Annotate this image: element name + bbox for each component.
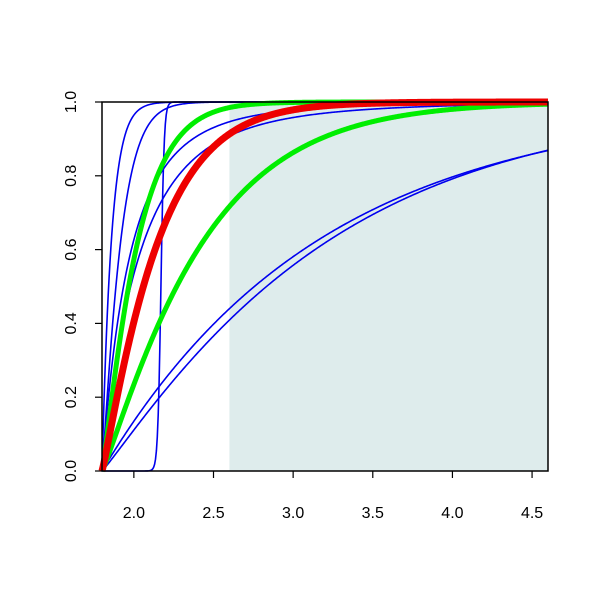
series-line-6	[101, 149, 549, 472]
plot-frame	[101, 101, 549, 472]
x-tick-label: 2.5	[202, 505, 224, 522]
y-tick-label: 0.2	[63, 386, 80, 408]
x-tick-label: 4.0	[441, 505, 463, 522]
y-tick-label: 0.8	[63, 165, 80, 187]
x-tick-label: 4.5	[521, 505, 543, 522]
x-tick-label: 2.0	[123, 505, 145, 522]
x-tick-label: 3.5	[362, 505, 384, 522]
y-tick-label: 0.0	[63, 460, 80, 482]
series-line-5	[101, 149, 549, 472]
y-tick-label: 0.6	[63, 238, 80, 260]
shaded-region	[229, 102, 548, 471]
y-tick-label: 0.4	[63, 312, 80, 334]
x-tick-label: 3.0	[282, 505, 304, 522]
axis-layer: 2.0 2.5 3.0 3.5 4.0 4.5 0.0 0.2 0.4 0.6 0.8 1.0	[63, 91, 543, 522]
y-tick-label: 1.0	[63, 91, 80, 113]
series-line-9	[99, 101, 550, 473]
